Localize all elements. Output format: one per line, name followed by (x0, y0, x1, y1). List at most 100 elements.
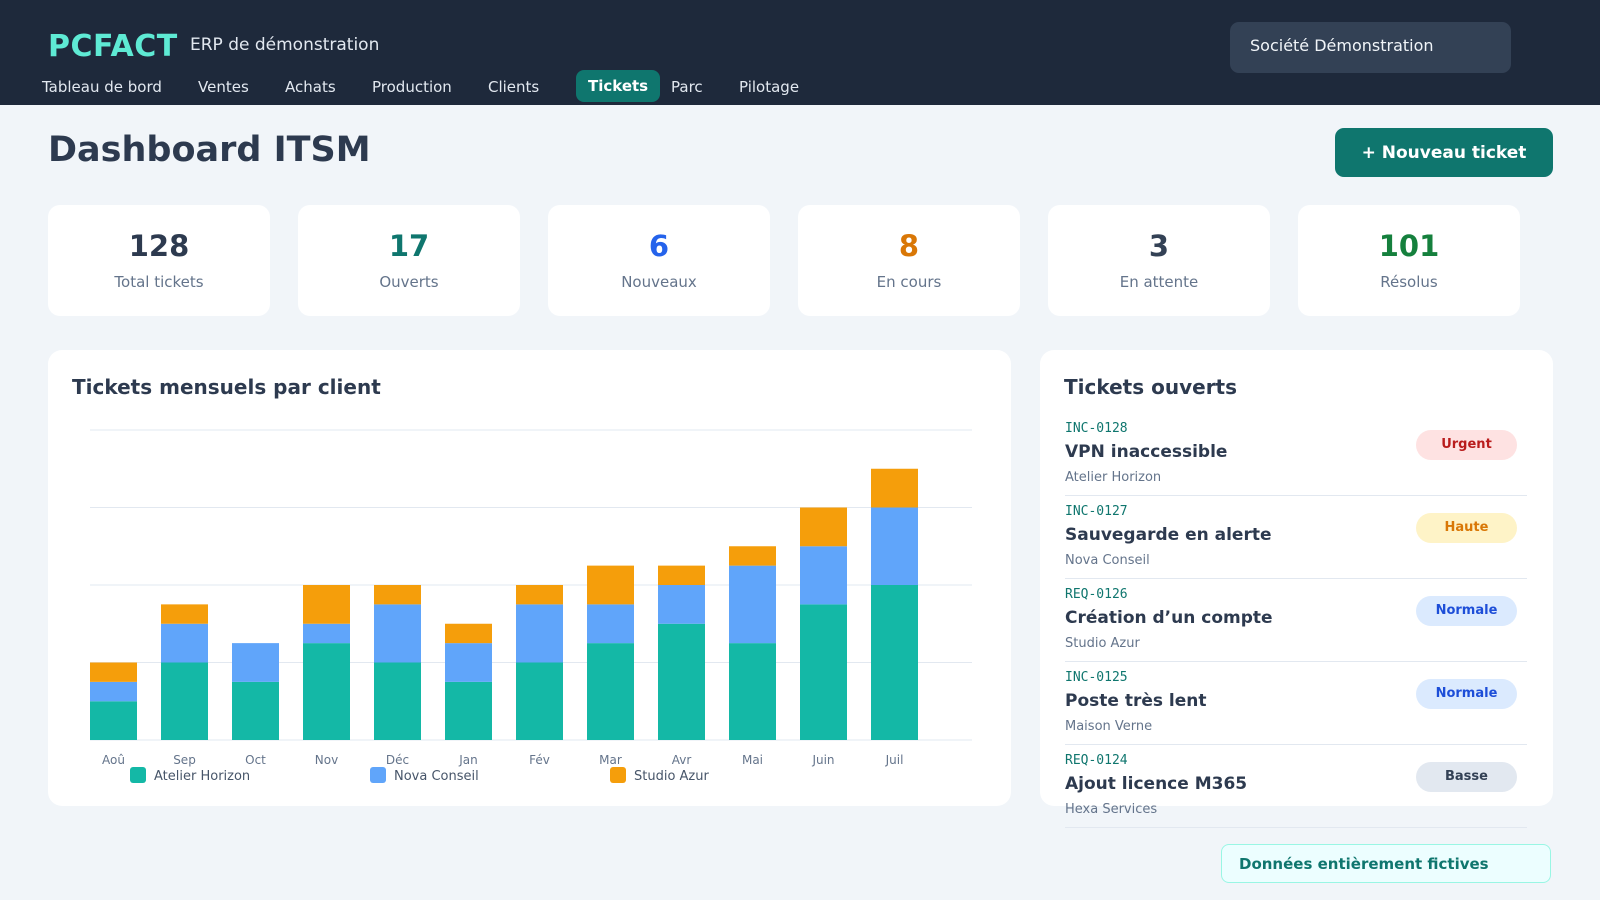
bar-segment (90, 662, 137, 682)
stat-label: En attente (1119, 273, 1199, 291)
ticket-list: INC-0128 VPN inaccessible Atelier Horizo… (1065, 413, 1527, 828)
x-tick-label: Aoû (102, 753, 125, 767)
open-tickets-panel: Tickets ouverts INC-0128 VPN inaccessibl… (1040, 350, 1553, 828)
bar-segment (871, 468, 918, 508)
bar-segment (516, 662, 563, 740)
ticket-client: Studio Azur (1065, 636, 1140, 651)
nav-item-pilotage[interactable]: Pilotage (739, 78, 800, 96)
ticket-item[interactable]: INC-0127 Sauvegarde en alerte Nova Conse… (1065, 496, 1527, 579)
app-logo[interactable]: PCFACT (48, 29, 178, 64)
x-tick-label: Juin (811, 753, 834, 767)
stat-card-en-cours[interactable]: 8 En cours (798, 205, 1020, 316)
nav-item-ventes[interactable]: Ventes (198, 78, 249, 96)
top-bar: PCFACT ERP de démonstration Société Démo… (0, 0, 1600, 105)
open-tickets-title: Tickets ouverts (1064, 375, 1238, 399)
bar-segment (374, 585, 421, 605)
x-tick-label: Juil (885, 753, 904, 767)
stat-label: Ouverts (379, 273, 439, 291)
bar-segment (729, 546, 776, 566)
stat-card-total[interactable]: 128 Total tickets (48, 205, 270, 316)
stat-card-en-attente[interactable]: 3 En attente (1048, 205, 1270, 316)
stat-card-ouverts[interactable]: 17 Ouverts (298, 205, 520, 316)
stat-value: 101 (1378, 229, 1440, 263)
bar-segment (374, 662, 421, 740)
stat-label: Résolus (1380, 273, 1438, 291)
bar-segment (161, 662, 208, 740)
priority-badge: Basse (1416, 762, 1517, 792)
ticket-title: Sauvegarde en alerte (1065, 525, 1272, 545)
bar-segment (445, 623, 492, 644)
bar-segment (516, 604, 563, 663)
ticket-client: Maison Verne (1065, 719, 1153, 734)
app-subtitle: ERP de démonstration (190, 35, 380, 55)
bar-segment (161, 623, 208, 663)
bar-segment (658, 585, 705, 624)
x-tick-label: Sep (173, 753, 196, 767)
bar-segment (729, 643, 776, 740)
bar-segment (729, 565, 776, 644)
x-tick-label: Avr (672, 753, 692, 767)
ticket-client: Hexa Services (1065, 802, 1158, 817)
x-tick-label: Nov (315, 753, 338, 767)
bar-segment (658, 565, 705, 585)
nav-item-achats[interactable]: Achats (285, 78, 336, 96)
bar-segment (871, 507, 918, 585)
bar-segment (587, 643, 634, 740)
legend-label: Atelier Horizon (154, 769, 250, 784)
ticket-item[interactable]: REQ-0124 Ajout licence M365 Hexa Service… (1065, 745, 1527, 828)
legend-swatch (130, 767, 146, 783)
nav-item-production[interactable]: Production (372, 78, 452, 96)
bar-segment (303, 643, 350, 740)
bar-segment (800, 507, 847, 547)
stat-label: Total tickets (114, 273, 204, 291)
bar-segment (587, 565, 634, 605)
ticket-client: Atelier Horizon (1065, 470, 1162, 485)
nav-item-tableau-de-bord[interactable]: Tableau de bord (42, 78, 162, 96)
x-tick-label: Fév (529, 753, 550, 767)
stat-value: 3 (1148, 229, 1170, 263)
bar-segment (516, 585, 563, 605)
company-selector[interactable]: Société Démonstration (1230, 22, 1511, 73)
bar-segment (800, 546, 847, 605)
bar-segment (374, 604, 421, 663)
ticket-id: REQ-0124 (1065, 753, 1128, 768)
ticket-title: Création d’un compte (1065, 608, 1273, 628)
ticket-item[interactable]: INC-0125 Poste très lent Maison Verne No… (1065, 662, 1527, 745)
stat-value: 17 (388, 229, 430, 263)
nav-item-parc[interactable]: Parc (671, 78, 703, 96)
legend-label: Studio Azur (634, 769, 709, 784)
nav-item-clients[interactable]: Clients (488, 78, 540, 96)
stat-card-nouveaux[interactable]: 6 Nouveaux (548, 205, 770, 316)
stat-card-resolus[interactable]: 101 Résolus (1298, 205, 1520, 316)
bar-segment (90, 701, 137, 740)
ticket-client: Nova Conseil (1065, 553, 1150, 568)
bar-segment (587, 604, 634, 644)
bar-segment (232, 643, 279, 682)
bar-segment (800, 604, 847, 740)
ticket-id: INC-0125 (1065, 670, 1128, 685)
ticket-item[interactable]: REQ-0126 Création d’un compte Studio Azu… (1065, 579, 1527, 662)
x-tick-label: Jan (458, 753, 478, 767)
bar-segment (161, 604, 208, 624)
x-tick-label: Déc (386, 753, 409, 767)
stat-label: En cours (876, 273, 942, 291)
legend-swatch (370, 767, 386, 783)
bar-segment (303, 623, 350, 644)
priority-badge: Normale (1416, 679, 1517, 709)
page-title: Dashboard ITSM (48, 130, 371, 170)
x-tick-label: Oct (245, 753, 266, 767)
stacked-bar-chart: Aoû Sep Oct Nov Déc Jan Fév Mar Avr Mai Juin Juil At… (90, 429, 972, 784)
new-ticket-button[interactable]: + Nouveau ticket (1335, 128, 1553, 177)
ticket-item[interactable]: INC-0128 VPN inaccessible Atelier Horizo… (1065, 413, 1527, 496)
ticket-title: Poste très lent (1065, 691, 1207, 711)
ticket-title: VPN inaccessible (1065, 442, 1228, 462)
nav-item-tickets[interactable]: Tickets (576, 70, 661, 102)
ticket-id: REQ-0126 (1065, 587, 1128, 602)
ticket-title: Ajout licence M365 (1065, 774, 1248, 794)
priority-badge: Urgent (1416, 430, 1517, 460)
legend-label: Nova Conseil (394, 769, 479, 784)
stat-value: 6 (648, 229, 670, 263)
fictitious-data-notice: Données entièrement fictives (1221, 844, 1551, 883)
chart-panel: Tickets mensuels par client Aoû Sep Oct Nov… (48, 350, 1011, 806)
bar-segment (445, 681, 492, 740)
